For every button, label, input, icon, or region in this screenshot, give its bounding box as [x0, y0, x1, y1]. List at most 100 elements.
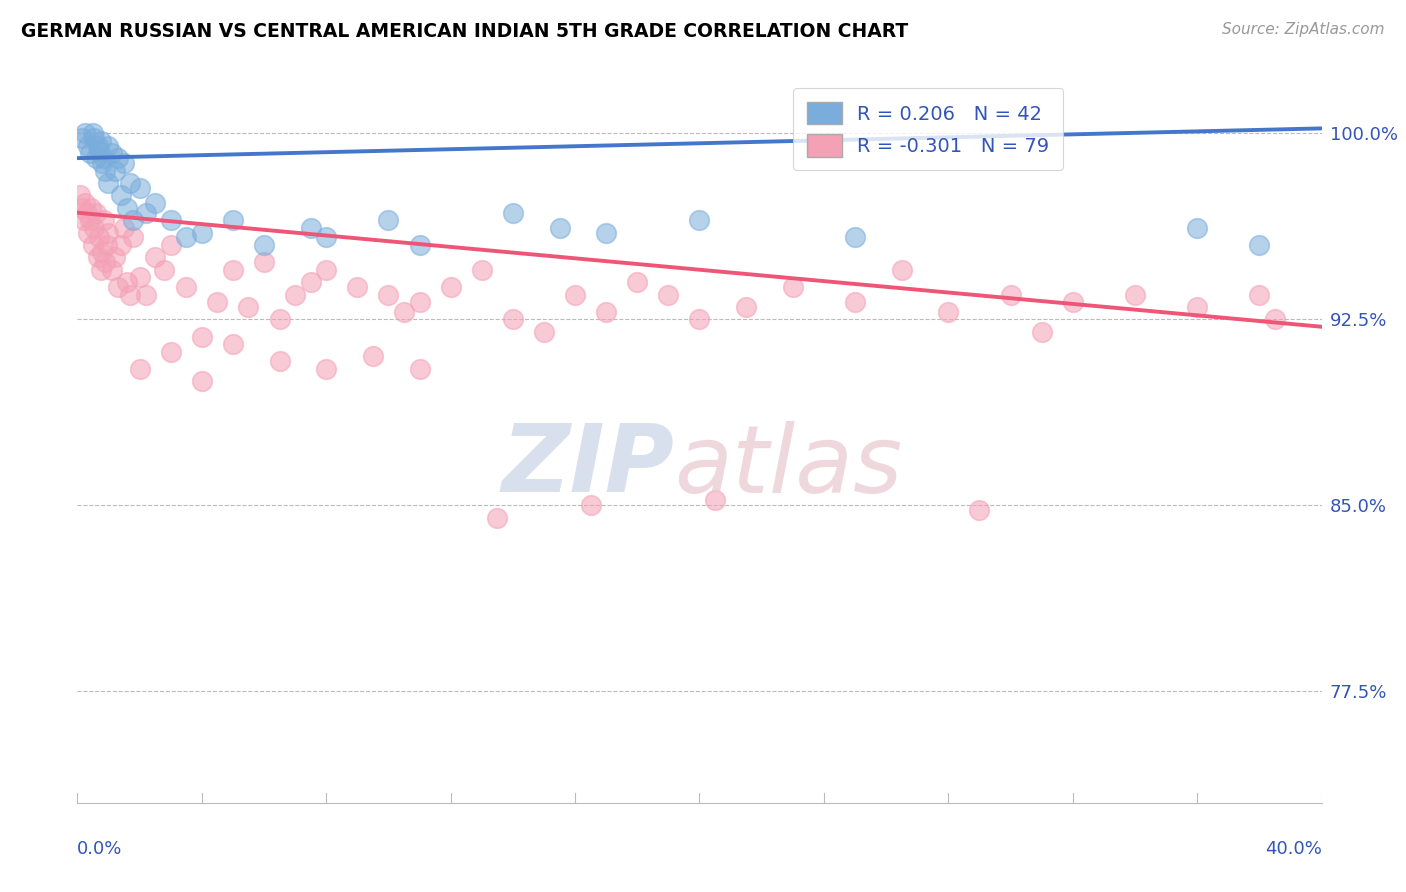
Point [704, 493, 727, 508]
Point [595, 226, 617, 240]
Point [97, 138, 120, 153]
Point [100, 262, 122, 277]
Point [110, 238, 132, 252]
Point [346, 280, 368, 294]
Legend: R = 0.206   N = 42, R = -0.301   N = 79: R = 0.206 N = 42, R = -0.301 N = 79 [793, 88, 1063, 170]
Point [104, 163, 127, 178]
Point [110, 188, 132, 202]
Point [377, 287, 399, 301]
Point [76, 205, 98, 219]
Point [844, 230, 866, 244]
Point [122, 230, 145, 244]
Point [87, 144, 110, 158]
Point [70, 131, 93, 145]
Point [107, 280, 129, 294]
Point [253, 255, 276, 269]
Point [191, 226, 214, 240]
Point [94, 163, 117, 178]
Point [315, 362, 337, 376]
Point [70, 201, 93, 215]
Point [408, 295, 430, 310]
Point [112, 156, 135, 170]
Point [128, 270, 150, 285]
Point [284, 287, 307, 301]
Point [107, 151, 129, 165]
Point [104, 250, 127, 264]
Point [564, 287, 586, 301]
Text: ZIP: ZIP [502, 420, 675, 512]
Point [689, 312, 711, 326]
Point [135, 287, 157, 301]
Point [408, 362, 430, 376]
Point [222, 262, 245, 277]
Point [153, 262, 176, 277]
Point [90, 134, 112, 148]
Point [361, 350, 384, 364]
Point [440, 280, 463, 294]
Point [1123, 287, 1146, 301]
Point [128, 362, 150, 376]
Point [90, 262, 112, 277]
Point [82, 126, 104, 140]
Point [299, 275, 322, 289]
Point [191, 329, 214, 343]
Point [595, 305, 617, 319]
Text: atlas: atlas [675, 421, 903, 512]
Point [315, 262, 337, 277]
Point [159, 238, 181, 252]
Point [83, 220, 105, 235]
Point [238, 300, 260, 314]
Point [120, 176, 142, 190]
Point [77, 138, 100, 153]
Point [75, 195, 97, 210]
Point [471, 262, 494, 277]
Point [91, 156, 114, 170]
Point [502, 312, 524, 326]
Point [120, 287, 142, 301]
Point [94, 255, 117, 269]
Point [128, 181, 150, 195]
Point [1000, 287, 1022, 301]
Point [269, 354, 291, 368]
Point [689, 213, 711, 227]
Point [222, 337, 245, 351]
Point [93, 151, 115, 165]
Point [97, 226, 120, 240]
Point [87, 230, 110, 244]
Point [115, 201, 138, 215]
Point [135, 205, 157, 219]
Point [112, 220, 135, 235]
Point [626, 275, 648, 289]
Point [969, 503, 991, 517]
Point [191, 374, 214, 388]
Text: 40.0%: 40.0% [1265, 840, 1322, 858]
Point [143, 250, 166, 264]
Point [579, 498, 602, 512]
Point [84, 205, 107, 219]
Point [1249, 287, 1271, 301]
Point [100, 146, 122, 161]
Point [159, 213, 181, 227]
Text: 0.0%: 0.0% [77, 840, 122, 858]
Point [533, 325, 555, 339]
Point [735, 300, 758, 314]
Point [79, 213, 101, 227]
Point [75, 126, 97, 140]
Point [315, 230, 337, 244]
Point [83, 131, 105, 145]
Point [377, 213, 399, 227]
Point [299, 220, 322, 235]
Point [79, 146, 101, 161]
Point [657, 287, 679, 301]
Point [97, 176, 120, 190]
Point [844, 295, 866, 310]
Point [122, 213, 145, 227]
Point [80, 201, 103, 215]
Point [93, 213, 115, 227]
Point [69, 188, 91, 202]
Point [1187, 220, 1209, 235]
Point [86, 138, 108, 153]
Point [84, 151, 107, 165]
Point [1249, 238, 1271, 252]
Point [502, 205, 524, 219]
